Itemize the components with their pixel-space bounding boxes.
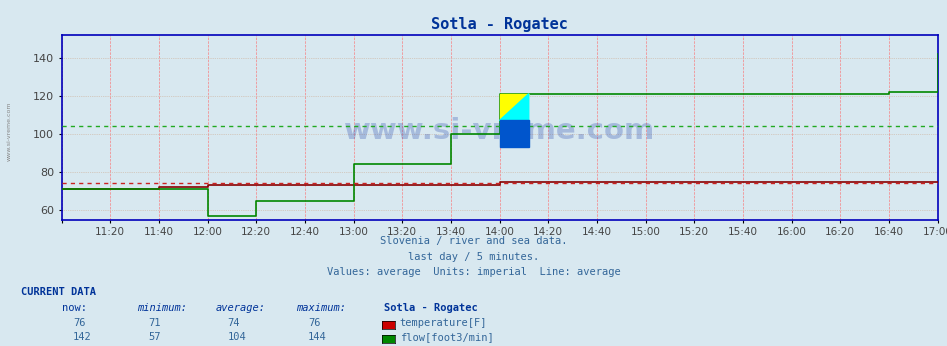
Text: 71: 71: [149, 318, 161, 328]
Text: Slovenia / river and sea data.: Slovenia / river and sea data.: [380, 236, 567, 246]
Polygon shape: [500, 94, 528, 120]
Text: www.si-vreme.com: www.si-vreme.com: [344, 117, 655, 145]
Text: maximum:: maximum:: [296, 303, 347, 313]
Text: minimum:: minimum:: [137, 303, 188, 313]
Text: temperature[F]: temperature[F]: [400, 318, 487, 328]
Text: www.si-vreme.com: www.si-vreme.com: [7, 102, 12, 161]
Text: 76: 76: [73, 318, 85, 328]
Text: 57: 57: [149, 332, 161, 342]
Polygon shape: [500, 94, 528, 120]
Text: average:: average:: [216, 303, 266, 313]
Title: Sotla - Rogatec: Sotla - Rogatec: [431, 17, 568, 32]
Text: 144: 144: [308, 332, 327, 342]
Text: flow[foot3/min]: flow[foot3/min]: [400, 332, 493, 342]
Text: last day / 5 minutes.: last day / 5 minutes.: [408, 252, 539, 262]
Text: 76: 76: [308, 318, 320, 328]
Text: now:: now:: [62, 303, 86, 313]
Text: 142: 142: [73, 332, 92, 342]
Text: Values: average  Units: imperial  Line: average: Values: average Units: imperial Line: av…: [327, 267, 620, 277]
Text: Sotla - Rogatec: Sotla - Rogatec: [384, 303, 477, 313]
Text: CURRENT DATA: CURRENT DATA: [21, 287, 96, 297]
Text: 74: 74: [227, 318, 240, 328]
Text: 104: 104: [227, 332, 246, 342]
Bar: [500, 120, 528, 147]
